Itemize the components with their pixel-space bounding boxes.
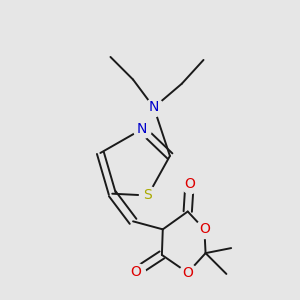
Text: O: O — [130, 265, 142, 279]
Text: O: O — [184, 177, 195, 190]
Text: N: N — [137, 122, 147, 136]
Text: S: S — [143, 188, 152, 203]
Text: O: O — [182, 266, 193, 280]
Text: N: N — [149, 100, 159, 115]
Text: O: O — [199, 222, 210, 236]
